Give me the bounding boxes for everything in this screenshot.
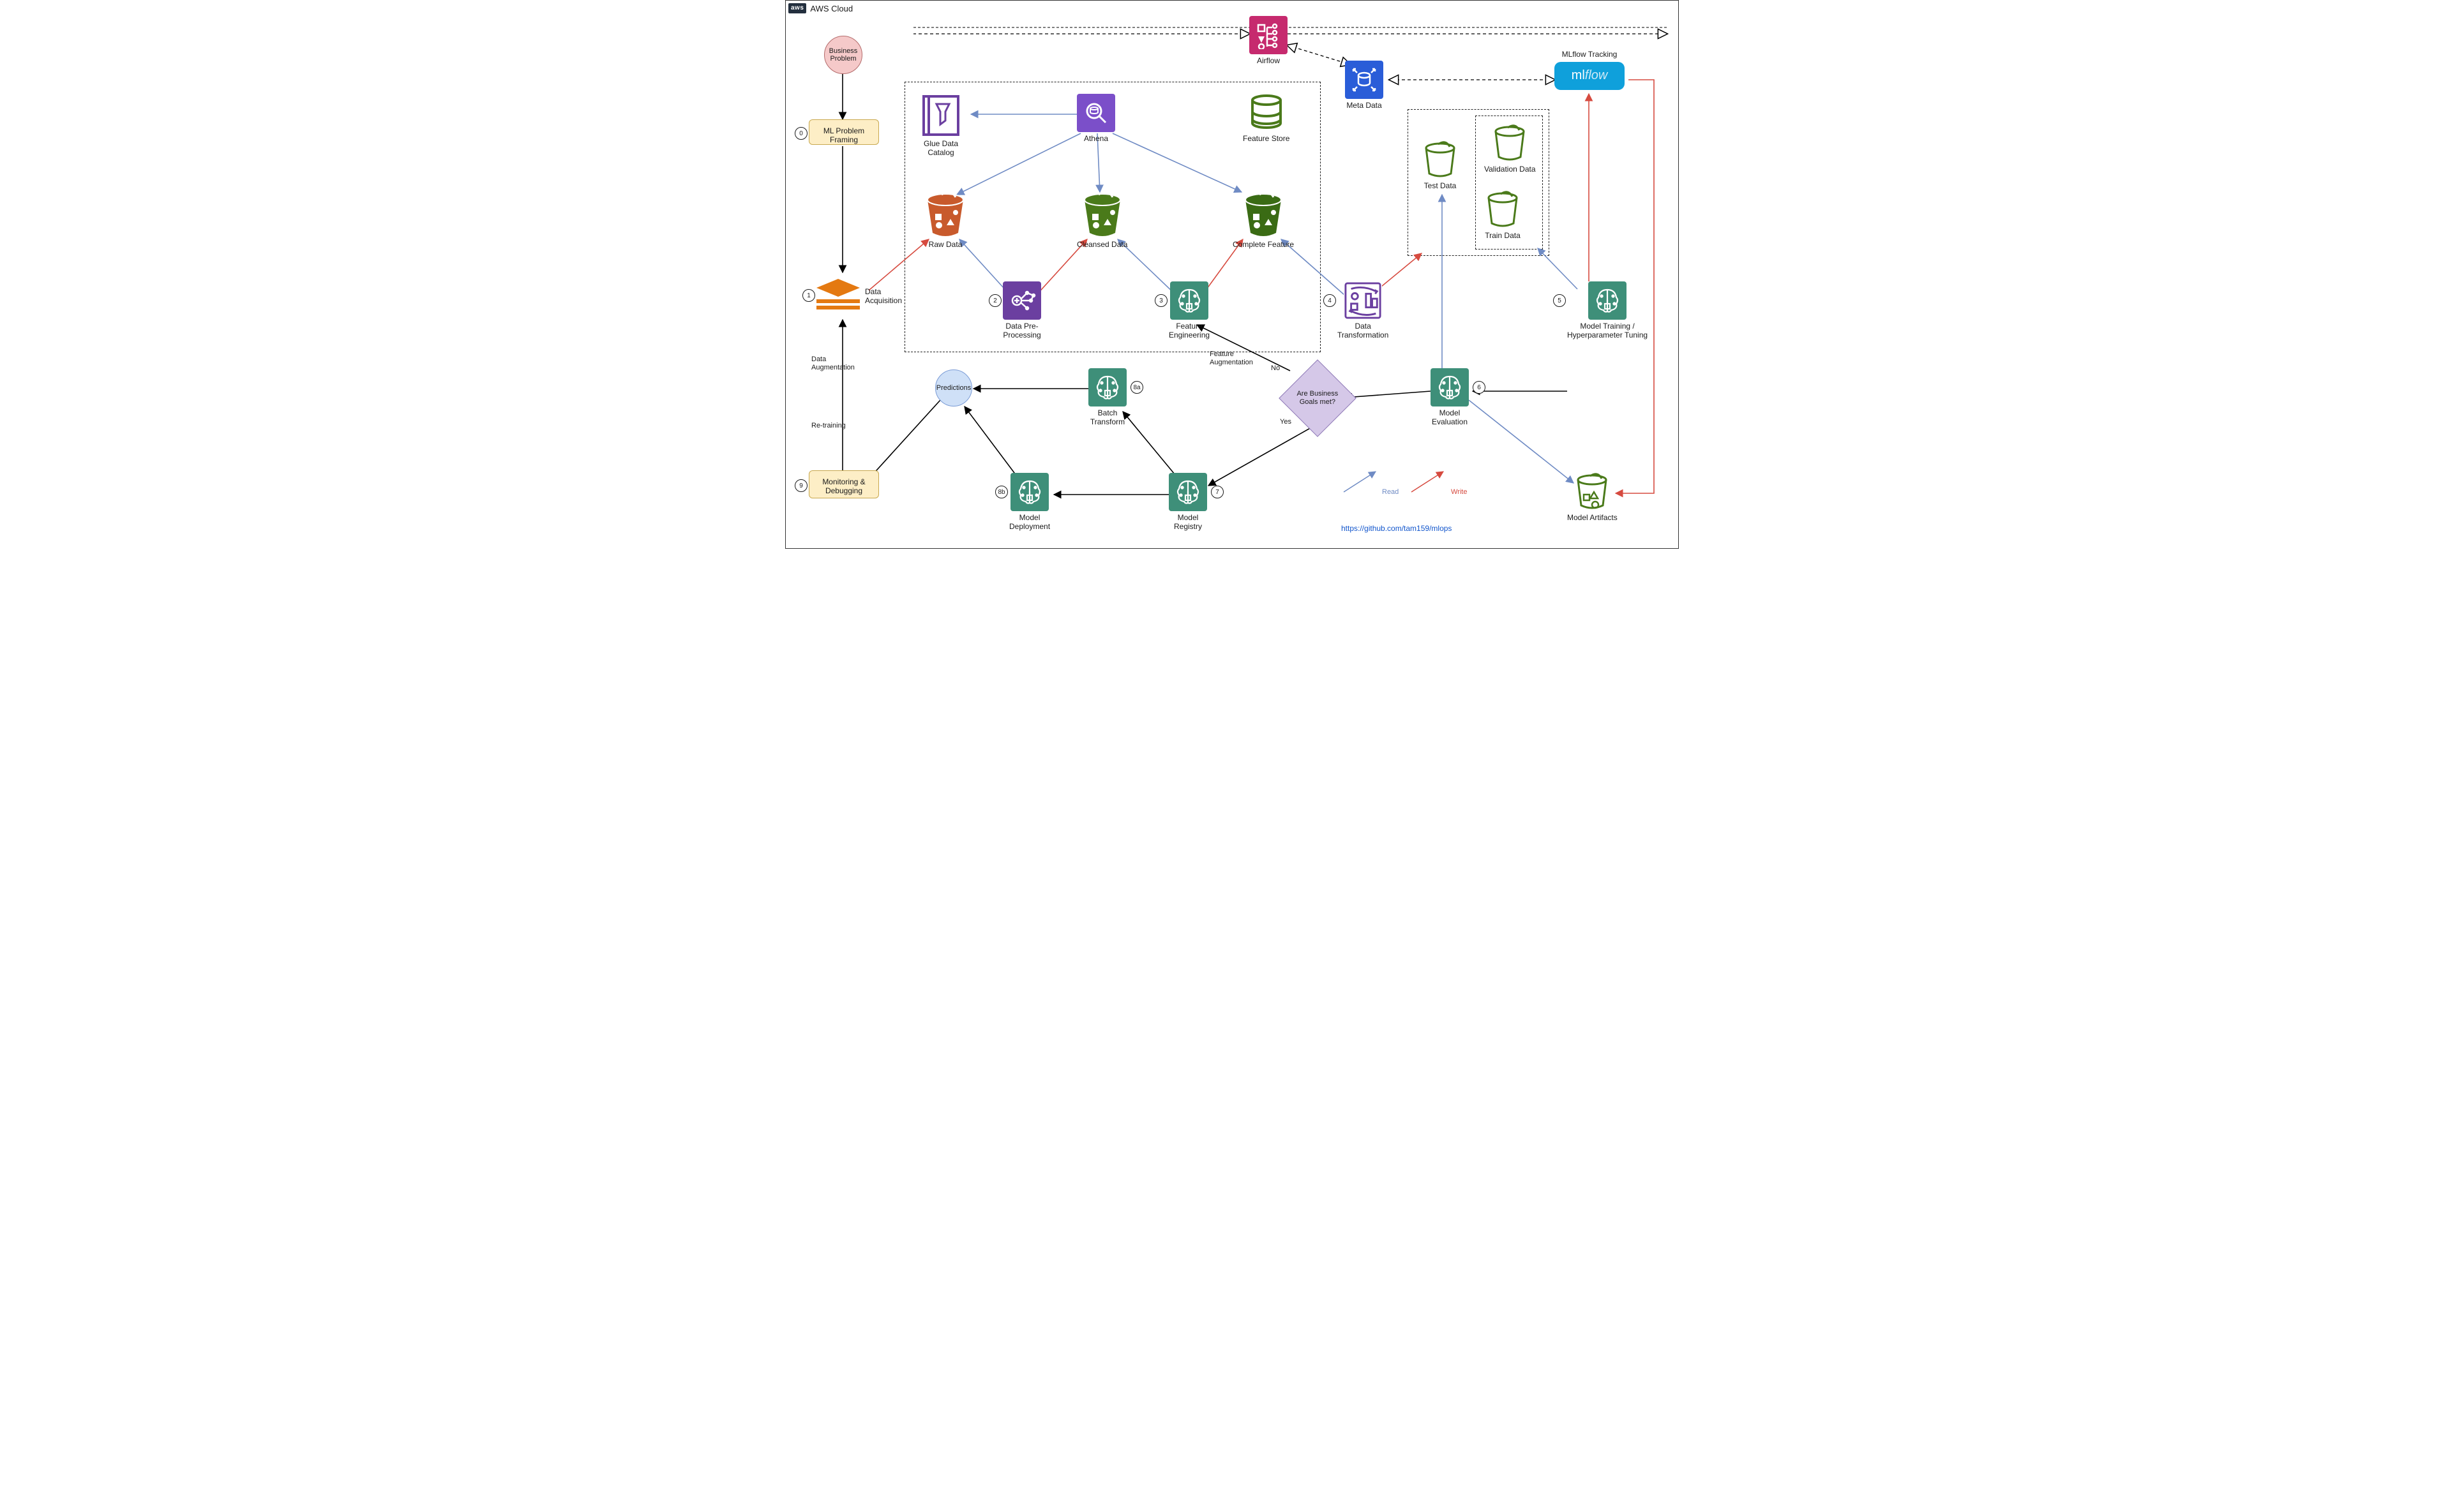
- ml-problem-framing-node: ML Problem Framing: [809, 119, 879, 145]
- mlflow-top-label: MLflow Tracking: [1562, 50, 1618, 59]
- data-acquisition-node: Data Acquisition: [814, 272, 862, 313]
- model-deployment-node: Model Deployment: [1009, 473, 1050, 532]
- step-badge-9: 9: [795, 479, 808, 492]
- step-badge-1: 1: [802, 289, 815, 302]
- athena-icon: [1077, 94, 1115, 132]
- edges-layer: [786, 1, 1679, 549]
- test-data-bucket: Test Data: [1422, 141, 1459, 191]
- validation-data-bucket: Validation Data: [1484, 124, 1536, 174]
- goals-label: Are Business Goals met?: [1291, 390, 1344, 406]
- metadata-node: Meta Data: [1345, 61, 1383, 110]
- step-badge-0: 0: [795, 127, 808, 140]
- monitoring-pill: Monitoring & Debugging: [809, 470, 879, 498]
- feature-engineering-node: Feature Engineering: [1169, 281, 1210, 340]
- glue-label: Glue Data Catalog: [924, 140, 958, 158]
- glue-catalog-icon: [921, 94, 961, 137]
- goals-decision-node: Are Business Goals met?: [1290, 371, 1345, 426]
- feature-store-node: Feature Store: [1243, 94, 1289, 144]
- step-badge-5: 5: [1553, 294, 1566, 307]
- step-badge-8b: 8b: [995, 486, 1008, 498]
- data-transformation-node: Data Transformation: [1337, 281, 1388, 340]
- model-artifacts-bucket: Model Artifacts: [1567, 473, 1618, 523]
- model-evaluation-node: Model Evaluation: [1431, 368, 1469, 427]
- data-transformation-icon: [1344, 281, 1382, 320]
- raw-data-bucket: Raw Data: [921, 191, 970, 250]
- feature-augmentation-label: Feature Augmentation: [1210, 350, 1253, 367]
- yes-label: Yes: [1280, 418, 1291, 426]
- step-badge-8a: 8a: [1131, 381, 1143, 394]
- preprocessing-node: Data Pre- Processing: [1003, 281, 1041, 340]
- mlflow-pill: mlflow: [1554, 62, 1625, 90]
- predictions-node: Predictions: [935, 369, 972, 406]
- source-link[interactable]: https://github.com/tam159/mlops: [1341, 524, 1452, 533]
- data-transformation-label: Data Transformation: [1337, 322, 1388, 340]
- business-problem-node: Business Problem: [824, 36, 862, 74]
- train-data-bucket: Train Data: [1484, 191, 1521, 241]
- step-badge-6: 6: [1473, 381, 1485, 394]
- airflow-node: Airflow: [1249, 16, 1288, 66]
- predictions-label: Predictions: [936, 384, 971, 392]
- step-badge-3: 3: [1155, 294, 1168, 307]
- feature-store-icon: [1249, 94, 1284, 132]
- metadata-label: Meta Data: [1346, 101, 1381, 110]
- step-badge-7: 7: [1211, 486, 1224, 498]
- business-problem-label: Business Problem: [825, 47, 862, 63]
- model-training-node: Model Training / Hyperparameter Tuning: [1567, 281, 1648, 340]
- business-problem-circle: Business Problem: [824, 36, 862, 74]
- no-label: No: [1271, 364, 1280, 373]
- complete-feature-bucket: Complete Feature: [1233, 191, 1294, 250]
- metadata-icon: [1345, 61, 1383, 99]
- batch-transform-node: Batch Transform: [1088, 368, 1127, 427]
- athena-node: Athena: [1077, 94, 1115, 144]
- data-augmentation-label: Data Augmentation: [811, 355, 855, 372]
- athena-label: Athena: [1084, 135, 1108, 144]
- glue-catalog-node: Glue Data Catalog: [921, 94, 961, 158]
- legend-read-label: Read: [1382, 488, 1399, 496]
- model-registry-node: Model Registry: [1169, 473, 1207, 532]
- ml-problem-framing-pill: ML Problem Framing: [809, 119, 879, 145]
- step-badge-2: 2: [989, 294, 1002, 307]
- monitoring-node: Monitoring & Debugging: [809, 470, 879, 498]
- step-badge-4: 4: [1323, 294, 1336, 307]
- feature-store-label: Feature Store: [1243, 135, 1289, 144]
- ml-problem-framing-label: ML Problem Framing: [823, 126, 864, 144]
- retraining-label: Re-training: [811, 422, 846, 430]
- airflow-label: Airflow: [1257, 57, 1280, 66]
- cleansed-data-bucket: Cleansed Data: [1077, 191, 1127, 250]
- legend-write-label: Write: [1451, 488, 1467, 496]
- mlflow-node: MLflow Tracking mlflow: [1554, 50, 1625, 90]
- preprocessing-icon: [1003, 281, 1041, 320]
- monitoring-label: Monitoring & Debugging: [822, 477, 865, 495]
- airflow-icon: [1249, 16, 1288, 54]
- lake-formation-icon: [814, 272, 862, 313]
- data-acquisition-label: Data Acquisition: [865, 288, 902, 306]
- predictions-circle: Predictions: [935, 369, 972, 406]
- preprocessing-label: Data Pre- Processing: [1003, 322, 1040, 340]
- legend: [1341, 466, 1469, 505]
